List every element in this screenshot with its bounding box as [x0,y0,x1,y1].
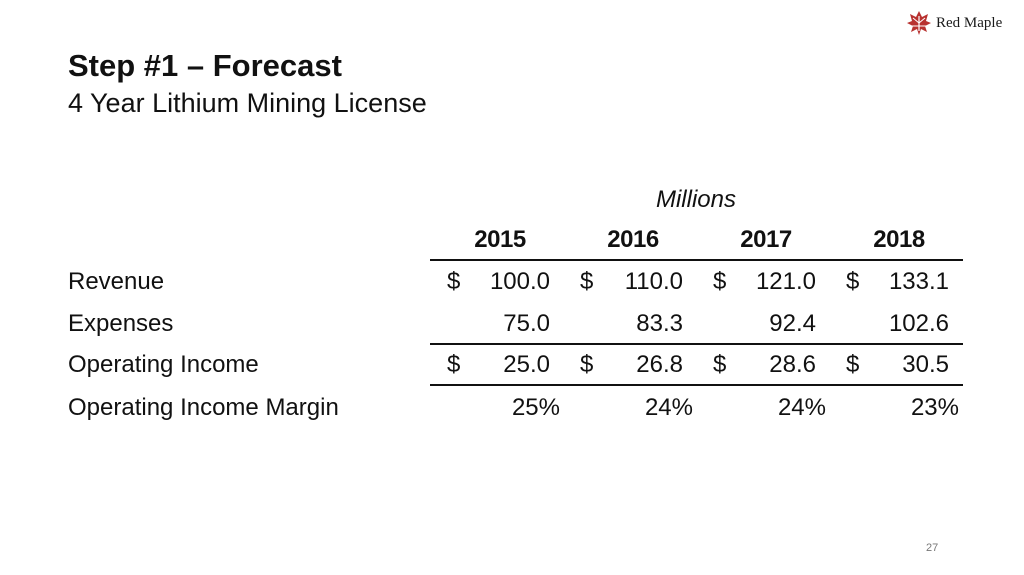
total-rule [430,384,963,386]
currency-symbol: $ [713,268,727,295]
logo-text: Red Maple [936,14,1003,31]
subtotal-rule [430,343,963,345]
cell-operating-income-2017: 28.6 [769,351,816,378]
row-label-operating-income: Operating Income [68,351,259,378]
cell-revenue-2017: 121.0 [755,268,816,295]
maple-leaf-icon [907,11,931,35]
cell-margin-2015: 25% [511,394,560,421]
cell-revenue-2018: 133.1 [888,268,949,295]
units-label: Millions [655,186,736,213]
currency-symbol: $ [846,268,860,295]
cell-operating-income-2016: 26.8 [636,351,683,378]
row-label-revenue: Revenue [68,268,165,295]
page-number: 27 [926,542,939,554]
slide-title: Step #1 – Forecast [68,48,342,83]
year-header-2015: 2015 [474,226,526,253]
currency-symbol: $ [447,268,461,295]
header-rule [430,259,963,261]
cell-margin-2017: 24% [777,394,826,421]
cell-margin-2018: 23% [910,394,959,421]
cell-revenue-2015: 100.0 [489,268,550,295]
cell-expenses-2018: 102.6 [888,310,949,337]
row-label-operating-income-margin: Operating Income Margin [68,394,339,421]
currency-symbol: $ [580,268,594,295]
company-logo: Red Maple [906,8,1016,38]
currency-symbol: $ [713,351,727,378]
cell-margin-2016: 24% [644,394,693,421]
row-label-expenses: Expenses [68,310,174,337]
cell-expenses-2016: 83.3 [636,310,683,337]
cell-operating-income-2018: 30.5 [902,351,949,378]
slide-subtitle: 4 Year Lithium Mining License [68,88,427,118]
currency-symbol: $ [447,351,461,378]
currency-symbol: $ [846,351,860,378]
cell-expenses-2015: 75.0 [503,310,550,337]
year-header-2017: 2017 [740,226,792,253]
year-header-2018: 2018 [873,226,925,253]
year-header-2016: 2016 [607,226,659,253]
cell-expenses-2017: 92.4 [769,310,816,337]
cell-operating-income-2015: 25.0 [503,351,550,378]
currency-symbol: $ [580,351,594,378]
cell-revenue-2016: 110.0 [624,268,683,295]
